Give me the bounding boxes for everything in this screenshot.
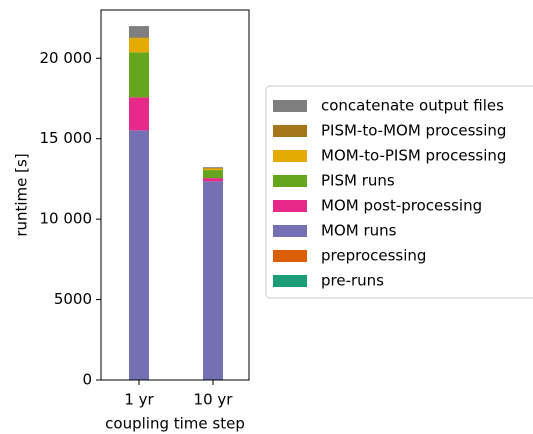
y-tick-label: 10 000 (40, 210, 93, 228)
legend-swatch (273, 200, 307, 212)
legend-swatch (273, 225, 307, 237)
y-tick-label: 15 000 (40, 129, 93, 147)
legend-swatch (273, 175, 307, 187)
y-axis-label: runtime [s] (13, 153, 31, 236)
bar-segment (129, 52, 149, 98)
bar-segment (203, 178, 223, 182)
y-tick-label: 0 (82, 371, 92, 389)
legend-label: MOM runs (321, 222, 397, 240)
legend-label: PISM runs (321, 172, 395, 190)
legend-label: MOM post-processing (321, 197, 482, 215)
y-tick-label: 5000 (54, 290, 92, 308)
legend-swatch (273, 150, 307, 162)
legend-label: preprocessing (321, 247, 426, 265)
legend-swatch (273, 100, 307, 112)
legend-swatch (273, 275, 307, 287)
y-tick-label: 20 000 (40, 49, 93, 67)
x-tick-label: 1 yr (124, 391, 154, 409)
legend-swatch (273, 250, 307, 262)
legend-swatch (273, 125, 307, 137)
plot-frame (100, 9, 250, 381)
x-tick-label: 10 yr (194, 391, 234, 409)
legend-box (265, 85, 533, 299)
legend-label: PISM-to-MOM processing (321, 122, 506, 140)
legend-label: MOM-to-PISM processing (321, 147, 506, 165)
x-axis-label: coupling time step (105, 415, 245, 433)
legend-label: concatenate output files (321, 97, 504, 115)
bar-segment (203, 168, 223, 171)
bar-segment (203, 181, 223, 380)
bar-segment (129, 130, 149, 380)
bar-segment (129, 38, 149, 53)
bar-segment (203, 170, 223, 179)
bar-segment (129, 26, 149, 38)
bar-segment (203, 167, 223, 168)
bar-segment (129, 97, 149, 131)
legend-label: pre-runs (321, 272, 384, 290)
bar-segment (129, 37, 149, 39)
